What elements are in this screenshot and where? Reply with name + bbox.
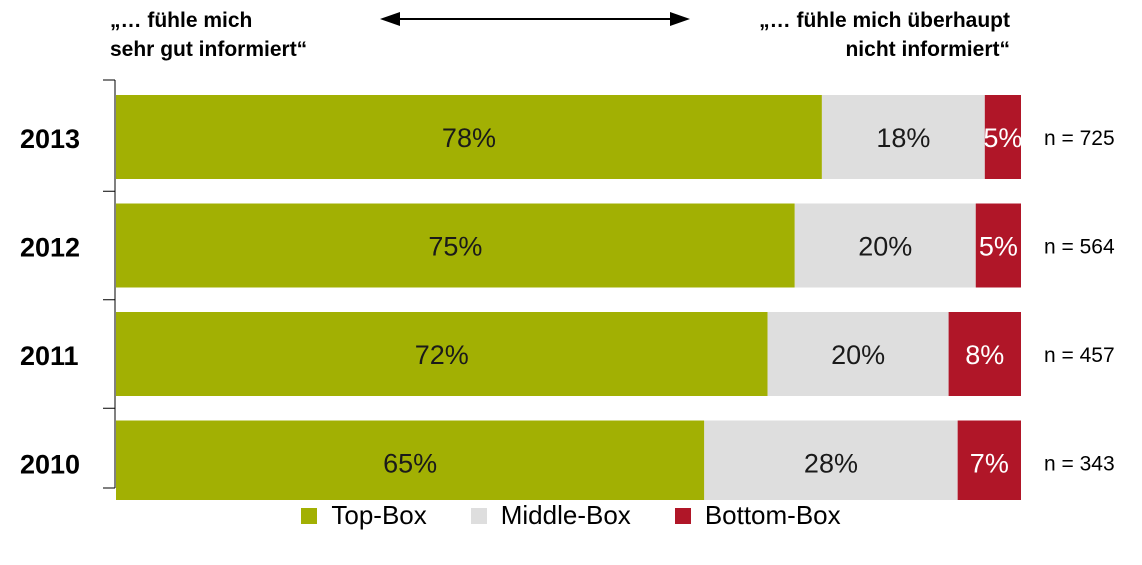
bar-segment-top-box-2012	[116, 203, 795, 288]
stacked-bar-chart: 2013 78% 18% 5% n = 725 2012 75% 20% 5% n = 564 20…	[20, 79, 1115, 500]
sample-size-2013: n = 725	[1044, 127, 1115, 150]
legend-item-top-box: Top-Box	[301, 500, 427, 531]
sample-size-2011: n = 457	[1044, 344, 1115, 367]
legend-item-middle-box: Middle-Box	[470, 500, 631, 531]
legend-swatch-middle-box	[470, 507, 487, 524]
legend-item-bottom-box: Bottom-Box	[674, 500, 841, 531]
data-label-bottom-box-2013: 5%	[983, 123, 1022, 153]
data-label-middle-box-2013: 18%	[876, 123, 930, 153]
double-arrow-icon	[380, 12, 690, 26]
category-label-2011: 2011	[20, 341, 79, 371]
sample-size-2012: n = 564	[1044, 236, 1115, 259]
bar-segment-bottom-box-2012	[975, 203, 1021, 288]
chart-legend: Top-Box Middle-Box Bottom-Box	[0, 500, 1142, 531]
legend-label-middle-box: Middle-Box	[500, 500, 631, 530]
category-label-2013: 2013	[20, 124, 80, 154]
data-label-middle-box-2010: 28%	[804, 449, 858, 479]
data-label-top-box-2010: 65%	[383, 449, 437, 479]
bar-segment-top-box-2010	[116, 420, 705, 500]
data-label-middle-box-2012: 20%	[858, 232, 912, 262]
header-left-line1: „… fühle mich	[110, 9, 253, 32]
legend-label-bottom-box: Bottom-Box	[704, 500, 841, 530]
bar-segment-bottom-box-2013	[984, 95, 1021, 179]
bar-segment-middle-box-2011	[767, 312, 949, 396]
bar-segment-middle-box-2013	[821, 95, 985, 179]
header-left-line2: sehr gut informiert“	[110, 38, 308, 61]
bar-segment-bottom-box-2011	[948, 312, 1021, 396]
bar-segment-middle-box-2010	[704, 420, 958, 500]
data-label-bottom-box-2010: 7%	[970, 449, 1009, 479]
data-label-top-box-2011: 72%	[415, 340, 469, 370]
data-label-bottom-box-2011: 8%	[965, 340, 1004, 370]
category-label-2012: 2012	[20, 233, 80, 263]
bar-segment-middle-box-2012	[794, 203, 976, 288]
bar-segment-bottom-box-2010	[957, 420, 1021, 500]
header-left-label: „… fühle mich sehr gut informiert“	[110, 6, 307, 64]
legend-swatch-top-box	[301, 507, 318, 524]
data-label-middle-box-2011: 20%	[831, 340, 885, 370]
header-right-label: „… fühle mich überhaupt nicht informiert…	[759, 6, 1010, 64]
bar-segment-top-box-2013	[116, 95, 822, 179]
category-label-2010: 2010	[20, 450, 80, 480]
bar-segment-top-box-2011	[116, 312, 768, 396]
header-right-line2: nicht informiert“	[845, 38, 1010, 61]
data-label-top-box-2012: 75%	[428, 232, 482, 262]
sample-size-2010: n = 343	[1044, 453, 1115, 476]
legend-swatch-bottom-box	[674, 507, 691, 524]
legend-label-top-box: Top-Box	[331, 500, 427, 530]
data-label-bottom-box-2012: 5%	[979, 232, 1018, 262]
header-right-line1: „… fühle mich überhaupt	[759, 9, 1010, 32]
data-label-top-box-2013: 78%	[442, 123, 496, 153]
